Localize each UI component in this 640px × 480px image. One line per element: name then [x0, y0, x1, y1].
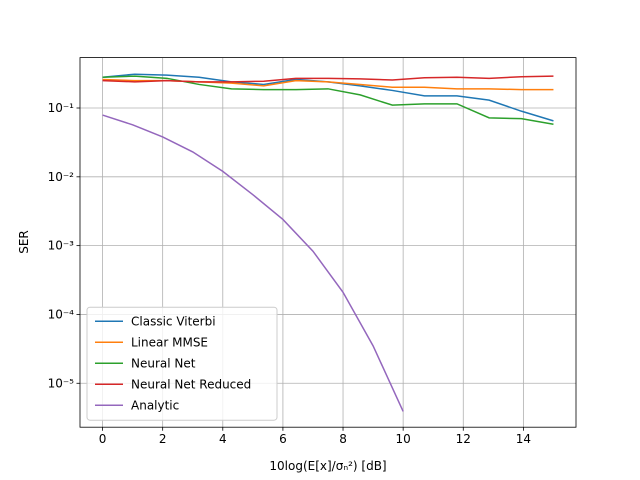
- x-tick-label: 10: [396, 432, 411, 446]
- x-tick-label: 8: [339, 432, 347, 446]
- legend: Classic Viterbi Linear MMSE Neural Net Neur…: [86, 306, 278, 421]
- legend-label: Neural Net: [131, 357, 196, 371]
- y-tick-label: 10⁻²: [48, 170, 75, 184]
- y-tick-label: 10⁻³: [48, 239, 75, 253]
- x-tick-label: 2: [159, 432, 167, 446]
- x-tick-label: 6: [279, 432, 287, 446]
- y-tick-label: 10⁻⁵: [48, 376, 75, 390]
- x-tick-label: 14: [516, 432, 531, 446]
- series-line: [102, 114, 404, 412]
- series-line: [102, 75, 554, 83]
- x-axis-label: 10log(E[x]/σₙ²) [dB]: [269, 459, 386, 473]
- legend-box: [86, 306, 278, 421]
- x-tick-label: 12: [456, 432, 471, 446]
- plot-frame: [79, 57, 577, 428]
- x-tick-label: 4: [219, 432, 227, 446]
- y-tick-label: 10⁻⁴: [48, 307, 75, 321]
- legend-label: Analytic: [131, 399, 179, 413]
- x-tick-label: 0: [99, 432, 107, 446]
- y-axis-label: SER: [17, 230, 31, 254]
- legend-label: Classic Viterbi: [131, 315, 216, 329]
- legend-label: Linear MMSE: [131, 336, 208, 350]
- legend-label: Neural Net Reduced: [131, 378, 251, 392]
- y-tick-label: 10⁻¹: [48, 101, 75, 115]
